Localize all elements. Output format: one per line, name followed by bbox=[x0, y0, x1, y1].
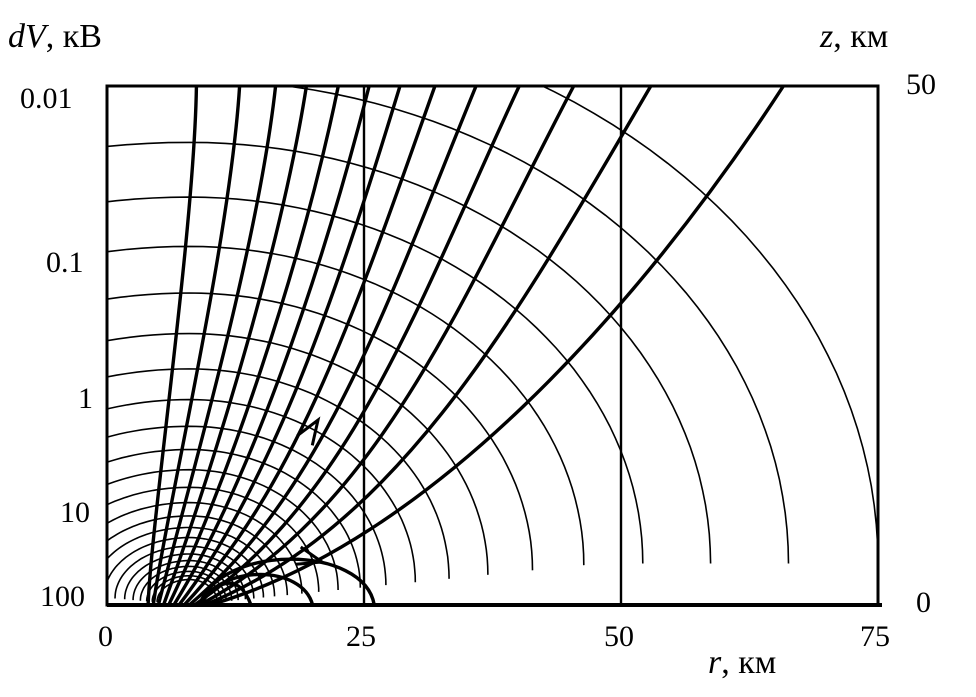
equipotential-line bbox=[107, 398, 417, 583]
field-line-loop bbox=[198, 572, 315, 605]
field-line bbox=[198, 86, 576, 605]
y-right-unit: , км bbox=[833, 18, 889, 55]
field-line bbox=[182, 86, 437, 605]
field-line bbox=[172, 86, 371, 605]
field-line bbox=[177, 86, 402, 605]
y-left-var: dV bbox=[8, 18, 46, 55]
y-right-axis-label: z, км bbox=[820, 18, 888, 56]
equipotential-line bbox=[107, 368, 450, 579]
equipotential-line bbox=[114, 545, 255, 599]
field-line bbox=[188, 86, 478, 605]
y-left-unit: , кВ bbox=[45, 18, 102, 55]
equipotential-line bbox=[107, 448, 362, 588]
field-lines bbox=[146, 86, 785, 605]
y-left-tick: 10 bbox=[60, 496, 90, 529]
y-left-tick: 100 bbox=[40, 580, 85, 613]
y-left-tick: 0.1 bbox=[46, 246, 84, 279]
equipotential-line bbox=[280, 86, 790, 564]
y-right-tick: 50 bbox=[906, 68, 936, 101]
field-line bbox=[156, 86, 278, 605]
field-line bbox=[167, 86, 340, 605]
equipotential-line bbox=[107, 245, 585, 566]
arrow-icon bbox=[295, 545, 327, 566]
equipotential-line bbox=[107, 501, 303, 594]
x-tick: 50 bbox=[604, 620, 634, 653]
y-right-var: z bbox=[820, 18, 834, 55]
equipotential-line bbox=[540, 86, 878, 564]
field-line bbox=[209, 86, 785, 605]
arrow-icon bbox=[296, 416, 321, 446]
equipotential-line bbox=[107, 141, 712, 564]
x-unit: , км bbox=[721, 644, 777, 681]
y-left-axis-label: dV, кВ bbox=[8, 18, 102, 56]
equipotential-line bbox=[107, 292, 534, 571]
reference-lines bbox=[362, 86, 623, 605]
x-tick: 25 bbox=[346, 620, 376, 653]
field-line bbox=[151, 86, 242, 605]
field-line bbox=[146, 86, 199, 605]
field-line bbox=[161, 86, 309, 605]
y-right-tick: 0 bbox=[916, 586, 931, 619]
equipotential-line bbox=[107, 468, 339, 591]
equipotential-lines bbox=[107, 86, 878, 603]
field-line bbox=[204, 86, 653, 605]
x-tick: 0 bbox=[98, 620, 113, 653]
field-line bbox=[193, 86, 521, 605]
x-var: r bbox=[708, 644, 722, 681]
equipotential-line bbox=[107, 332, 489, 575]
y-left-tick: 1 bbox=[78, 382, 93, 415]
equipotential-line bbox=[107, 536, 265, 598]
y-left-tick: 0.01 bbox=[20, 82, 73, 115]
x-axis-label: r, км bbox=[708, 644, 776, 682]
x-tick: 75 bbox=[860, 620, 890, 653]
